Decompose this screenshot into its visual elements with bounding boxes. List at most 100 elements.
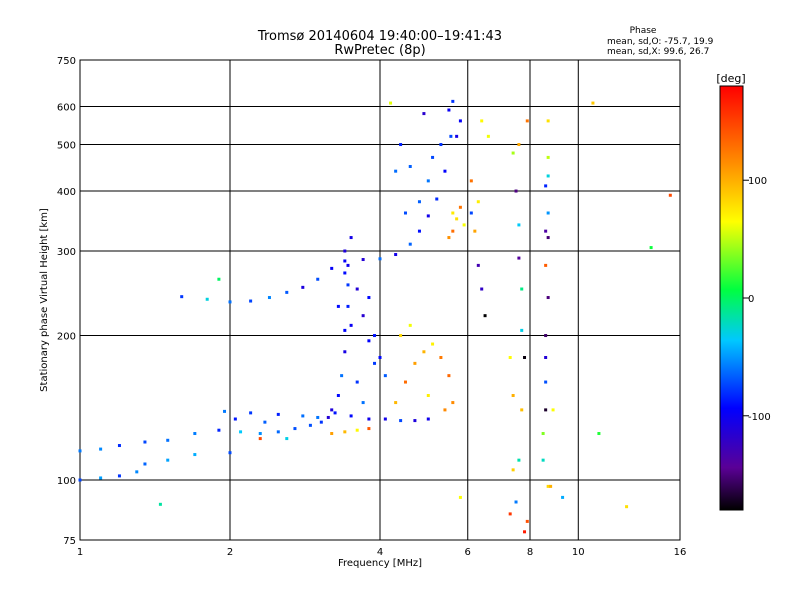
echo-point (435, 197, 439, 201)
echo-point (451, 401, 455, 405)
echo-point (517, 143, 521, 147)
echo-point (239, 430, 243, 434)
echo-point (451, 229, 455, 233)
echo-point (346, 263, 350, 267)
echo-point (525, 119, 529, 123)
y-tick-label: 75 (63, 536, 76, 547)
echo-point (394, 169, 398, 173)
echo-point (508, 512, 512, 516)
echo-point (276, 412, 280, 416)
echo-point (349, 414, 353, 418)
echo-point (228, 300, 232, 304)
y-axis-label: Stationary phase Virtual Height [km] (39, 208, 50, 392)
echo-point (431, 155, 435, 159)
x-axis-label: Frequency [MHz] (338, 558, 422, 569)
echo-point (458, 205, 462, 209)
echo-point (447, 374, 451, 378)
echo-point (439, 143, 443, 147)
echo-point (330, 266, 334, 270)
echo-point (480, 119, 484, 123)
echo-point (205, 297, 209, 301)
echo-point (326, 415, 330, 419)
echo-point (117, 474, 121, 478)
echo-point (193, 432, 197, 436)
echo-point (544, 184, 548, 188)
echo-point (319, 420, 323, 424)
echo-point (158, 502, 162, 506)
x-tick-label: 16 (674, 547, 687, 558)
echo-point (422, 112, 426, 116)
echo-point (267, 296, 271, 300)
echo-point (336, 394, 340, 398)
echo-point (258, 432, 262, 436)
echo-point (343, 249, 347, 253)
echo-point (343, 271, 347, 275)
phase-o-stats: mean, sd,O: -75.7, 19.9 (607, 37, 714, 47)
y-tick-label: 500 (57, 141, 76, 152)
echo-point (443, 169, 447, 173)
echo-point (508, 355, 512, 359)
echo-point (383, 374, 387, 378)
echo-point (449, 134, 453, 138)
echo-point (668, 193, 672, 197)
echo-point (511, 468, 515, 472)
echo-point (451, 99, 455, 103)
echo-point (422, 350, 426, 354)
x-tick-label: 6 (465, 547, 471, 558)
echo-point (316, 277, 320, 281)
echo-point (399, 334, 403, 338)
echo-point (413, 361, 417, 365)
echo-point (525, 519, 529, 523)
echo-point (458, 119, 462, 123)
echo-point (443, 408, 447, 412)
phase-x-stats: mean, sd,X: 99.6, 26.7 (607, 47, 709, 57)
echo-point (413, 419, 417, 423)
echo-point (546, 296, 550, 300)
echo-point (511, 394, 515, 398)
chart-subtitle: RwPretec (8p) (334, 43, 425, 58)
x-tick-label: 2 (227, 547, 233, 558)
echo-point (546, 174, 550, 178)
x-tick-label: 8 (527, 547, 533, 558)
echo-point (469, 211, 473, 215)
colorbar: [deg] 100 0 -100 (716, 72, 771, 511)
echo-point (544, 408, 548, 412)
y-tick-label: 600 (57, 103, 76, 114)
echo-point (523, 355, 527, 359)
chart-title: Tromsø 20140604 19:40:00–19:41:43 (257, 29, 502, 44)
echo-point (378, 257, 382, 261)
y-tick-label: 100 (57, 476, 76, 487)
echo-point (343, 259, 347, 263)
echo-point (591, 101, 595, 105)
echo-points (78, 99, 672, 534)
echo-point (403, 380, 407, 384)
echo-point (367, 427, 371, 431)
echo-point (549, 484, 553, 488)
echo-point (541, 432, 545, 436)
echo-point (473, 229, 477, 233)
colorbar-tick-label: 100 (748, 176, 767, 187)
echo-point (217, 277, 221, 281)
colorbar-ticks: 100 0 -100 (743, 176, 771, 423)
echo-point (378, 355, 382, 359)
x-tick-label: 1 (77, 547, 83, 558)
echo-point (546, 155, 550, 159)
echo-point (517, 223, 521, 227)
echo-point (546, 119, 550, 123)
echo-point (99, 447, 103, 451)
echo-point (330, 432, 334, 436)
colorbar-label: [deg] (716, 72, 745, 85)
echo-point (249, 299, 253, 303)
echo-point (417, 200, 421, 204)
echo-point (78, 478, 82, 482)
echo-point (389, 101, 393, 105)
y-tick-label: 400 (57, 187, 76, 198)
echo-point (373, 361, 377, 365)
echo-point (480, 287, 484, 291)
echo-point (546, 236, 550, 240)
echo-point (408, 164, 412, 168)
echo-point (520, 408, 524, 412)
echo-point (367, 296, 371, 300)
x-tick-label: 4 (377, 547, 383, 558)
